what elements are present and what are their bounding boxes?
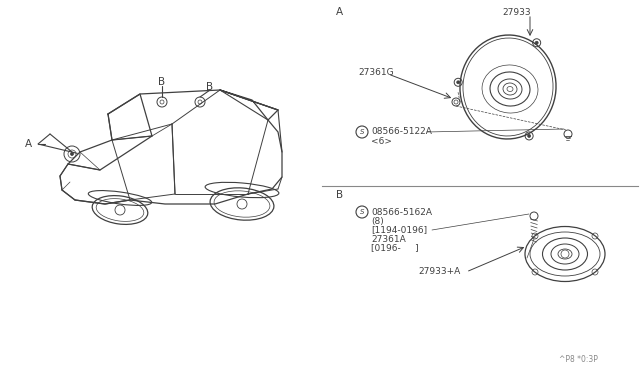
Text: ^P8 *0:3P: ^P8 *0:3P <box>559 355 598 364</box>
Text: A: A <box>336 7 343 17</box>
Text: 27361G: 27361G <box>358 67 394 77</box>
Text: B: B <box>159 77 166 87</box>
Text: A: A <box>24 139 31 149</box>
Text: 27361A: 27361A <box>371 234 406 244</box>
Circle shape <box>70 153 74 155</box>
Text: [1194-0196]: [1194-0196] <box>371 225 427 234</box>
Text: S: S <box>360 129 364 135</box>
Text: S: S <box>360 209 364 215</box>
Circle shape <box>535 41 538 44</box>
Text: <6>: <6> <box>371 137 392 145</box>
Text: 08566-5162A: 08566-5162A <box>371 208 432 217</box>
Text: B: B <box>207 82 214 92</box>
Text: B: B <box>336 190 343 200</box>
Circle shape <box>527 134 531 137</box>
Text: 27933: 27933 <box>502 7 531 16</box>
Text: 27933+A: 27933+A <box>418 267 460 276</box>
Text: (8): (8) <box>371 217 384 225</box>
Text: 08566-5122A: 08566-5122A <box>371 126 432 135</box>
Circle shape <box>457 81 460 84</box>
Text: [0196-     ]: [0196- ] <box>371 244 419 253</box>
